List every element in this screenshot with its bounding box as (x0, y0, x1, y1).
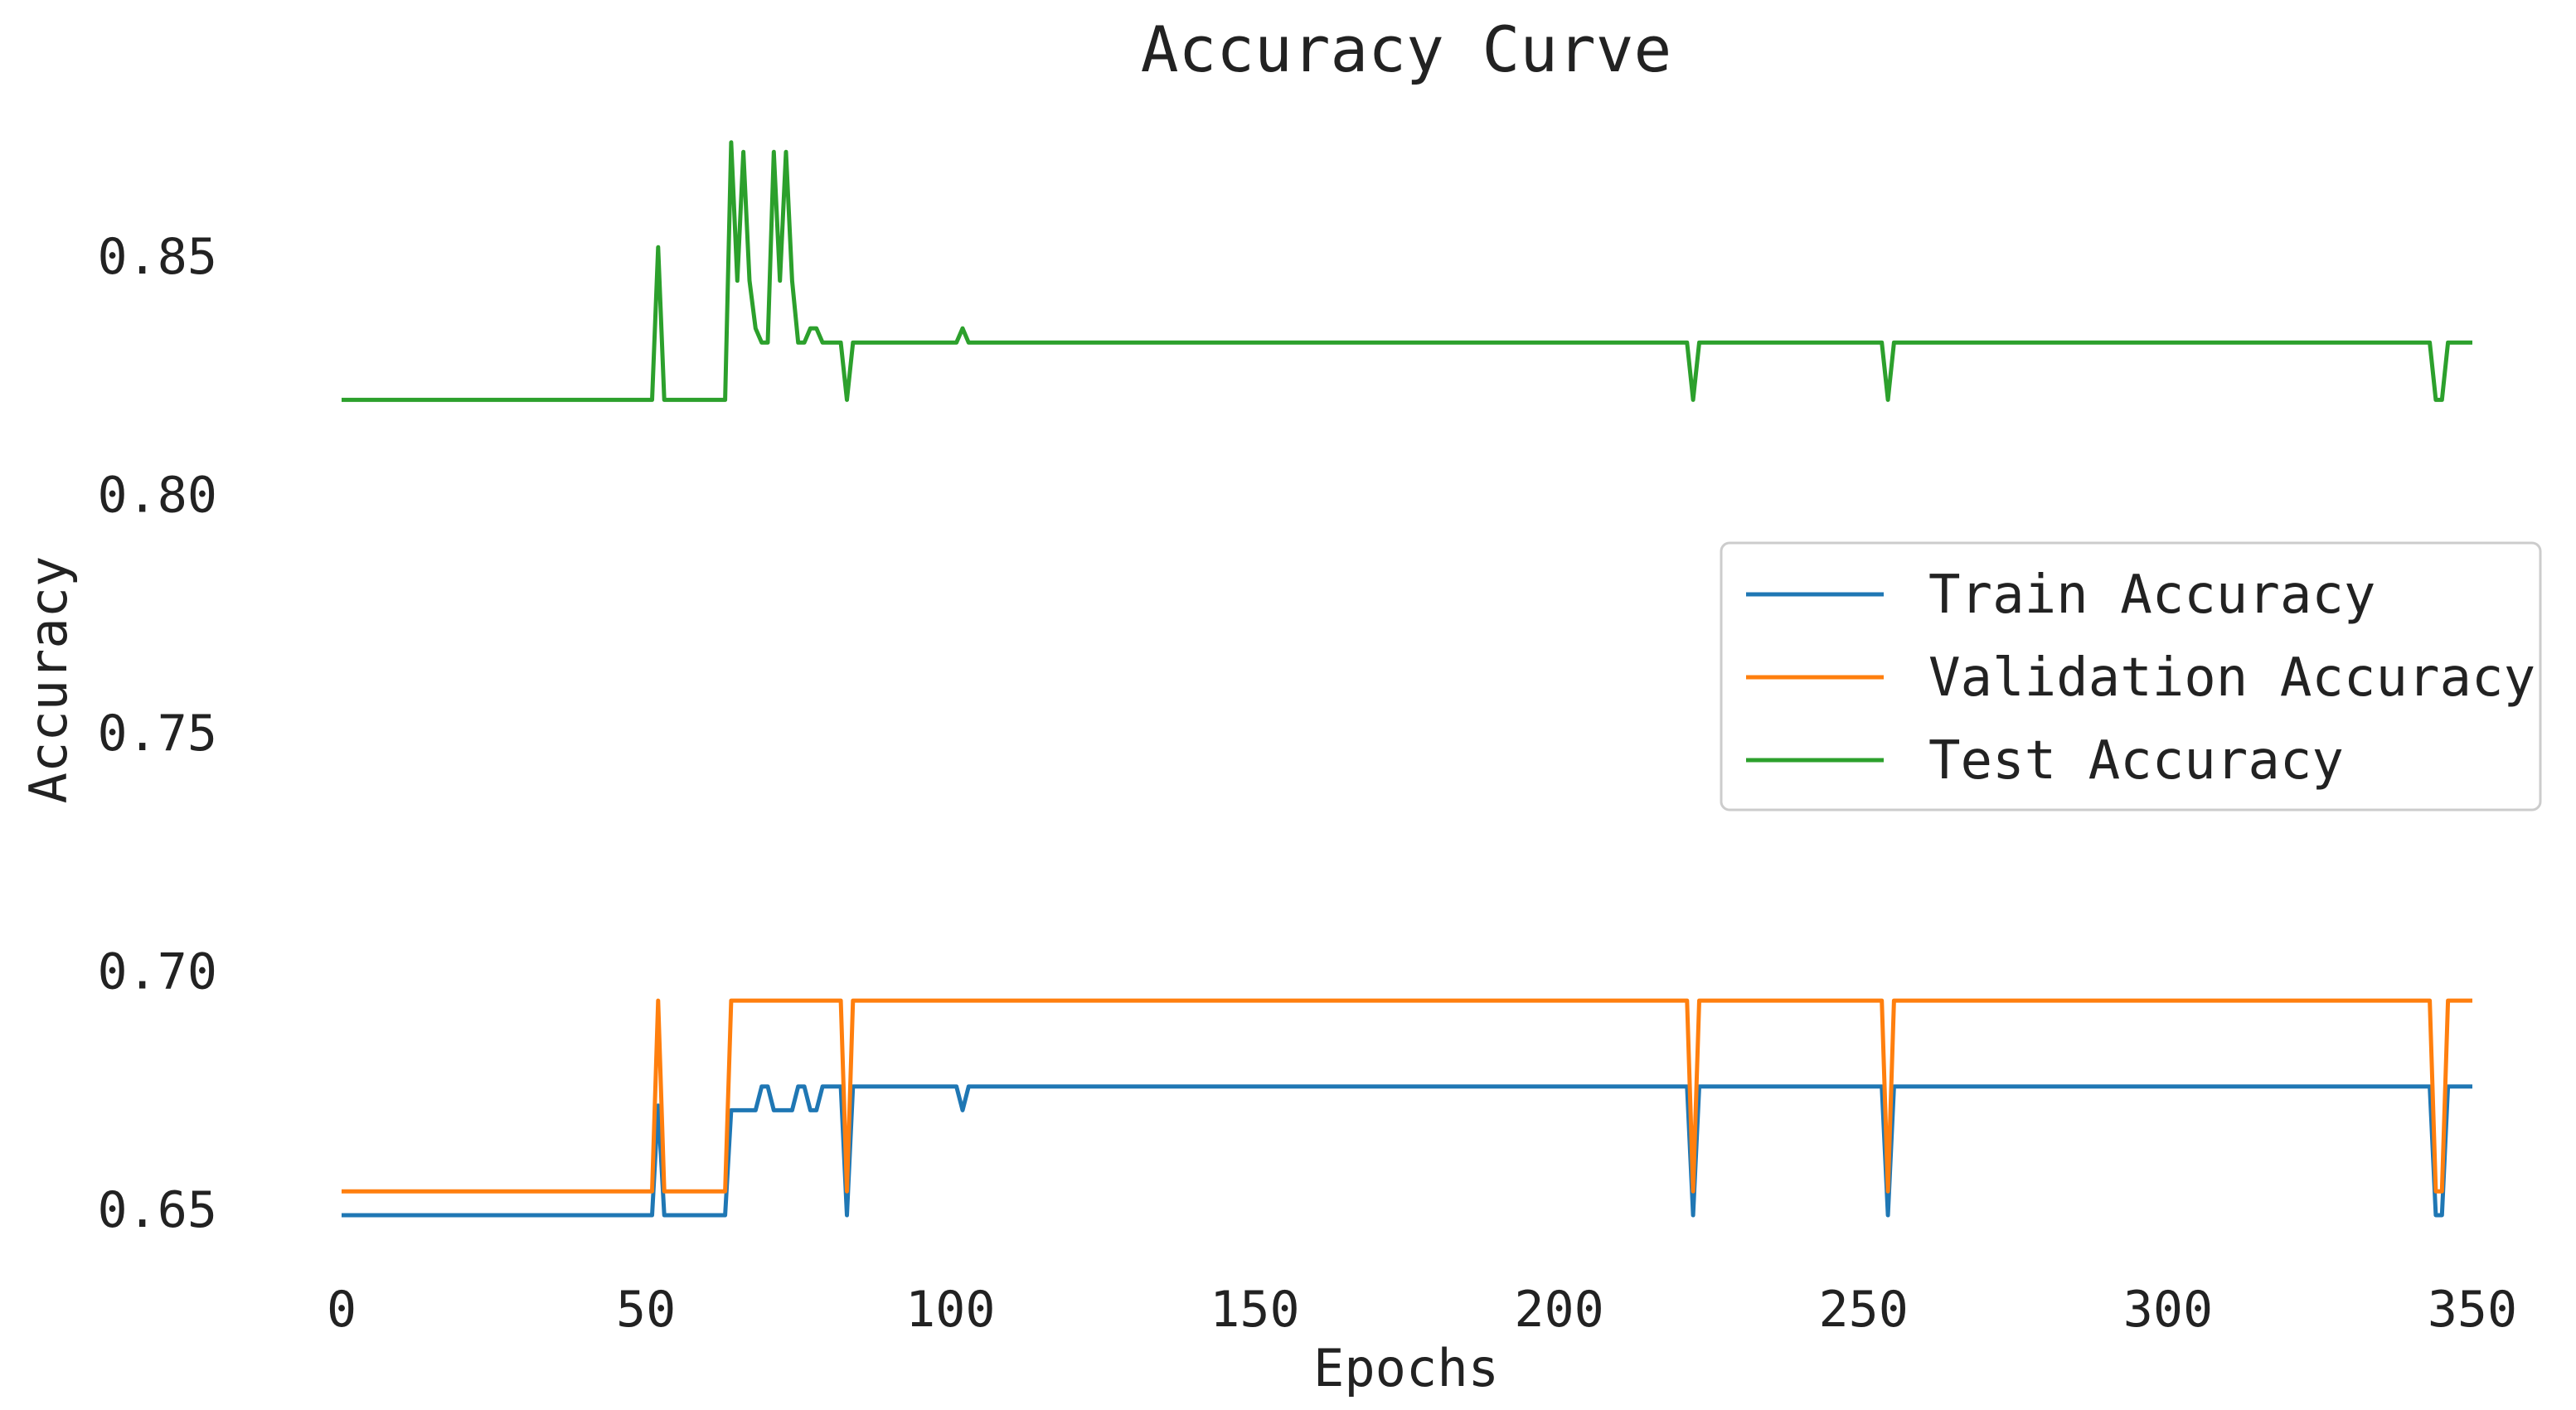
y-tick-label: 0.80 (98, 466, 218, 524)
x-axis-label: Epochs (1313, 1338, 1499, 1398)
x-tick-label: 150 (1210, 1281, 1299, 1339)
chart-title: Accuracy Curve (1141, 12, 1672, 86)
y-tick-label: 0.85 (98, 228, 218, 286)
y-axis-label: Accuracy (18, 556, 79, 804)
legend-label-3: Test Accuracy (1928, 730, 2344, 792)
x-tick-label: 200 (1514, 1281, 1603, 1339)
x-axis-ticks: 0 50 100 150 200 250 300 350 (327, 1281, 2517, 1339)
y-tick-label: 0.70 (98, 943, 218, 1001)
legend-frame (1720, 541, 2542, 812)
x-tick-label: 0 (327, 1281, 357, 1339)
plot-area (342, 140, 2472, 1218)
y-tick-label: 0.75 (98, 705, 218, 763)
x-tick-label: 100 (905, 1281, 995, 1339)
x-tick-label: 350 (2428, 1281, 2517, 1339)
y-tick-label: 0.65 (98, 1181, 218, 1239)
x-tick-label: 250 (1819, 1281, 1909, 1339)
legend-label-1: Train Accuracy (1928, 564, 2375, 626)
x-tick-label: 300 (2123, 1281, 2213, 1339)
series-line-2 (342, 998, 2472, 1194)
legend: Train Accuracy Validation Accuracy Test Ac… (1720, 541, 2542, 812)
y-axis-ticks: 0.65 0.70 0.75 0.80 0.85 (98, 228, 218, 1239)
x-tick-label: 50 (616, 1281, 676, 1339)
series-line-3 (342, 140, 2472, 402)
legend-label-2: Validation Accuracy (1928, 647, 2535, 709)
